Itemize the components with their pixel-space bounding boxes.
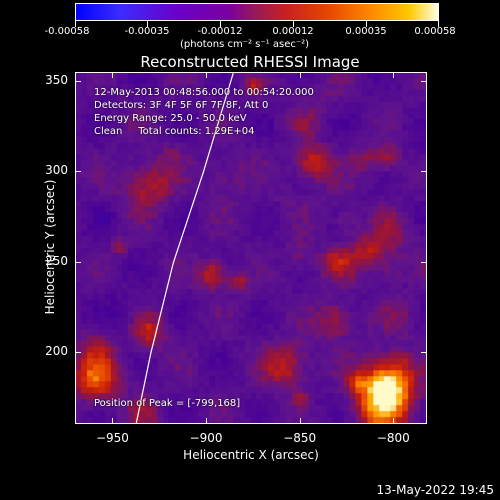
x-tick-label: −950 [95, 431, 129, 445]
colorbar-tick-label: -0.00012 [197, 26, 243, 37]
x-tick-mark [112, 418, 114, 424]
render-timestamp: 13-May-2022 19:45 [376, 483, 494, 497]
colorbar-labels: -0.00058 -0.00035 -0.00012 0.00012 0.000… [45, 0, 456, 40]
x-tick-mark [206, 418, 208, 424]
plot-area: 12-May-2013 00:48:56.000 to 00:54:20.000… [75, 72, 427, 424]
info-energy-range: Energy Range: 25.0 - 50.0 keV [94, 113, 247, 124]
y-tick-label: 350 [45, 73, 68, 88]
x-tick-mark [393, 72, 395, 78]
x-tick-mark [112, 72, 114, 78]
y-tick-mark [75, 351, 81, 353]
x-tick-mark [299, 72, 301, 78]
colorbar-tick-label: -0.00058 [44, 26, 90, 37]
y-tick-mark [75, 81, 81, 83]
x-axis-label: Heliocentric X (arcsec) [183, 448, 319, 462]
y-tick-mark [421, 261, 427, 263]
y-tick-label: 300 [45, 163, 68, 178]
y-tick-mark [421, 351, 427, 353]
colorbar-tick-label: 0.00035 [345, 26, 387, 37]
colorbar-tick-label: 0.00012 [272, 26, 314, 37]
colorbar-tick-label: 0.00058 [414, 26, 456, 37]
y-tick-mark [75, 171, 81, 173]
x-axis: −950 −900 −850 −800 [95, 72, 410, 445]
limb-overlay [135, 73, 234, 423]
x-tick-label: −900 [189, 431, 223, 445]
colorbar-ticks [75, 21, 439, 27]
colorbar-unit: (photons cm⁻² s⁻¹ asec⁻²) [180, 39, 310, 50]
x-tick-mark [299, 418, 301, 424]
info-time-range: 12-May-2013 00:48:56.000 to 00:54:20.000 [94, 87, 314, 98]
x-tick-mark [206, 72, 208, 78]
y-tick-mark [421, 81, 427, 83]
x-tick-mark [393, 418, 395, 424]
colorbar-tick-label: -0.00035 [124, 26, 170, 37]
heatmap-image [76, 73, 426, 423]
y-tick-mark [75, 261, 81, 263]
y-axis: 200 250 300 350 [0, 0, 427, 500]
y-tick-label: 250 [45, 253, 68, 268]
x-tick-label: −850 [283, 431, 317, 445]
x-tick-label: −800 [376, 431, 410, 445]
y-tick-mark [421, 171, 427, 173]
info-clean-counts: Clean Total counts: 1.29E+04 [94, 126, 255, 137]
solar-limb-line [135, 73, 234, 423]
y-axis-label: Heliocentric Y (arcsec) [43, 179, 57, 315]
info-peak-position: Position of Peak = [-799,168] [94, 398, 241, 409]
colorbar [75, 3, 439, 21]
y-tick-label: 200 [45, 343, 68, 358]
chart-title: Reconstructed RHESSI Image [140, 53, 360, 71]
info-detectors: Detectors: 3F 4F 5F 6F 7F 8F, Att 0 [94, 100, 269, 111]
